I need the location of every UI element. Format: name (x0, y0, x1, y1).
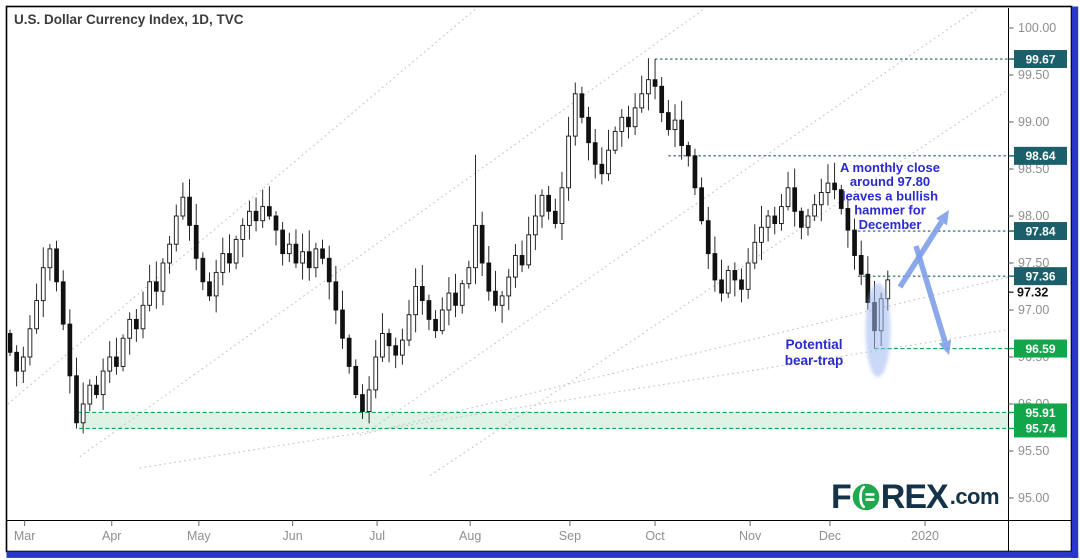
svg-text:Potential: Potential (785, 337, 842, 352)
logo-globe-o-icon (852, 483, 880, 511)
level-price-label (1014, 50, 1067, 69)
time-axis[interactable]: Mar Apr May Jun Jul Aug Sep Oct Nov Dec 2020 (14, 520, 939, 544)
support-zone (79, 412, 1008, 429)
time-tick-label: Aug (459, 529, 481, 543)
time-tick-label: 2020 (911, 529, 939, 543)
time-tick-label: May (187, 529, 211, 543)
price-axis[interactable]: 100.00 99.50 99.00 98.50 98.00 97.50 97.00 96.5… (1008, 21, 1068, 505)
time-tick-label: Oct (645, 529, 665, 543)
chart-title: U.S. Dollar Currency Index, 1D, TVC (14, 12, 244, 27)
svg-text:bear-trap: bear-trap (785, 353, 844, 368)
time-tick-label: Apr (102, 529, 121, 543)
svg-text:leaves a bullish: leaves a bullish (842, 188, 938, 203)
level-lines-layer (79, 58, 1008, 430)
candles-layer (8, 58, 891, 434)
svg-text:hammer for: hammer for (854, 203, 926, 218)
logo-letters-rex: REX (880, 478, 949, 516)
price-tick-label: 100.00 (1018, 21, 1056, 35)
level-price-label (1014, 146, 1067, 165)
price-tick-label: 99.00 (1018, 115, 1049, 129)
time-tick-label: Jun (283, 529, 303, 543)
logo-letter-f: F (831, 478, 852, 516)
svg-text:96.59: 96.59 (1025, 342, 1055, 356)
svg-text:97.36: 97.36 (1025, 269, 1055, 283)
level-price-label (1014, 339, 1067, 358)
trendlines-layer (8, 8, 1008, 476)
svg-text:A monthly close: A monthly close (840, 160, 940, 175)
price-tick-label: 97.00 (1018, 303, 1049, 317)
price-tick-label: 95.50 (1018, 444, 1049, 458)
forex-logo: F REX .com (831, 478, 1000, 516)
time-tick-label: Mar (14, 529, 36, 543)
level-price-label (1014, 222, 1067, 241)
level-price-label (1014, 267, 1067, 286)
level-price-label (1014, 419, 1067, 438)
svg-text:97.84: 97.84 (1025, 224, 1055, 238)
price-tick-label: 95.00 (1018, 491, 1049, 505)
bear-trap-ellipse (865, 283, 891, 377)
time-tick-label: Nov (739, 529, 762, 543)
frame-bottom-strip (6, 551, 1079, 558)
price-tick-label: 98.00 (1018, 209, 1049, 223)
price-tick-label: 98.50 (1018, 162, 1049, 176)
svg-text:95.74: 95.74 (1025, 422, 1055, 436)
time-tick-label: Jul (369, 529, 385, 543)
time-tick-label: Sep (559, 529, 581, 543)
svg-text:around 97.80: around 97.80 (850, 174, 930, 189)
time-tick-label: Dec (819, 529, 841, 543)
chart-frame (5, 5, 1079, 558)
price-tick-label: 97.50 (1018, 256, 1049, 270)
frame-right-strip (1071, 6, 1079, 558)
level-price-label (1014, 403, 1067, 422)
svg-text:99.67: 99.67 (1025, 52, 1055, 66)
svg-text:98.64: 98.64 (1025, 149, 1055, 163)
svg-text:95.91: 95.91 (1025, 406, 1055, 420)
logo-dot-com: .com (949, 484, 1000, 509)
bearish-scenario-arrow (913, 245, 952, 355)
price-tick-label: 99.50 (1018, 68, 1049, 82)
last-price-label: 97.32 (1017, 285, 1048, 299)
svg-text:December: December (859, 217, 922, 232)
